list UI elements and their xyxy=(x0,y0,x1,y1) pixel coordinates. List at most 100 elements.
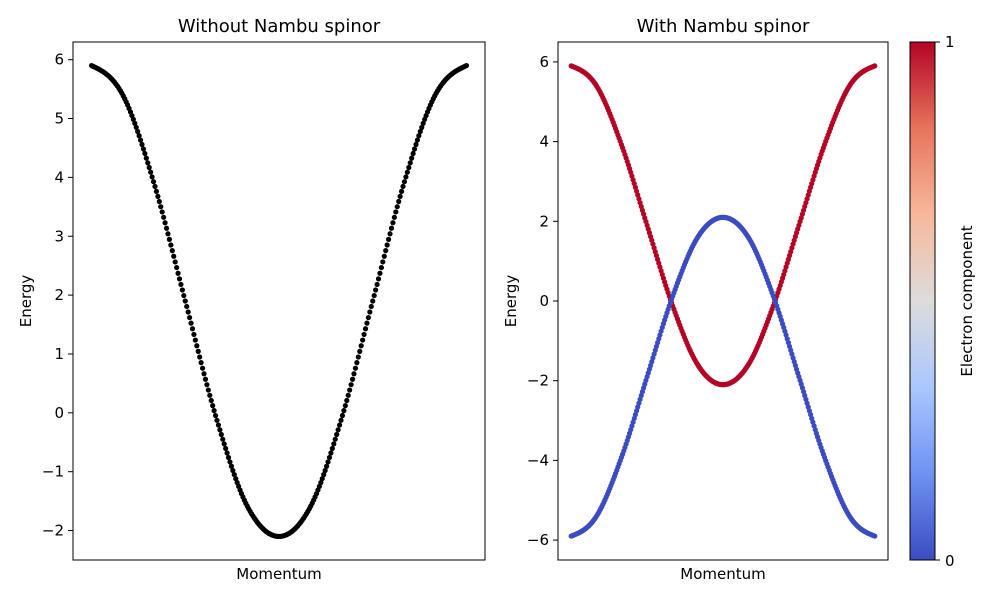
data-point xyxy=(146,164,152,171)
data-point xyxy=(374,281,380,288)
data-point xyxy=(205,387,211,393)
data-point xyxy=(325,459,331,465)
data-point xyxy=(394,204,400,210)
y-tick-label: 4 xyxy=(54,168,64,186)
data-point xyxy=(184,303,190,310)
data-point xyxy=(181,292,187,299)
data-point xyxy=(133,124,139,130)
right-plot-frame xyxy=(557,41,889,561)
data-point xyxy=(397,193,403,199)
data-point xyxy=(360,337,366,343)
data-point xyxy=(391,214,397,220)
colorbar: 1 0 Electron component xyxy=(909,33,976,570)
data-point xyxy=(347,387,353,393)
data-point xyxy=(348,382,354,388)
data-point xyxy=(165,231,171,237)
colorbar-tick-label-min: 0 xyxy=(945,552,955,570)
data-point xyxy=(140,146,147,152)
data-point xyxy=(142,150,148,157)
y-tick-label: 3 xyxy=(54,227,64,245)
data-point xyxy=(195,348,201,354)
data-point xyxy=(390,220,396,226)
data-point xyxy=(401,179,408,185)
y-tick-label: −2 xyxy=(42,522,64,540)
data-point xyxy=(370,298,376,304)
y-tick-label: −1 xyxy=(42,463,64,481)
data-point xyxy=(166,236,173,242)
y-tick-label: 5 xyxy=(54,110,64,128)
data-point xyxy=(319,476,325,482)
data-point xyxy=(355,354,361,360)
data-point xyxy=(191,331,197,338)
data-point xyxy=(176,276,183,282)
y-tick-label: −4 xyxy=(527,451,549,469)
data-point xyxy=(400,183,406,190)
data-point xyxy=(384,242,390,248)
data-point xyxy=(365,314,371,321)
data-point xyxy=(318,480,324,486)
series-0-points xyxy=(88,62,470,540)
data-point xyxy=(215,422,222,428)
data-point xyxy=(208,397,214,404)
data-point xyxy=(194,343,200,349)
data-point xyxy=(403,174,409,180)
right-chart-title: With Nambu spinor xyxy=(637,16,810,37)
data-point xyxy=(233,476,239,482)
y-tick-label: −2 xyxy=(527,372,549,390)
data-point xyxy=(228,463,235,469)
data-point xyxy=(406,164,412,171)
data-point xyxy=(139,141,145,148)
data-point xyxy=(371,292,377,299)
data-point xyxy=(380,259,386,265)
data-point xyxy=(189,326,196,332)
data-point xyxy=(188,320,194,326)
data-point xyxy=(342,403,348,409)
data-point xyxy=(153,188,160,194)
data-point xyxy=(172,259,178,265)
data-point xyxy=(202,376,209,382)
data-point xyxy=(185,309,191,315)
data-point xyxy=(393,209,399,215)
data-point xyxy=(187,314,193,321)
data-point xyxy=(197,354,203,360)
data-point xyxy=(361,331,367,338)
data-point xyxy=(872,63,878,69)
data-point xyxy=(221,441,227,447)
data-point xyxy=(159,209,165,215)
colorbar-scale xyxy=(909,41,936,561)
data-point xyxy=(396,198,402,205)
y-tick-label: 0 xyxy=(54,404,64,422)
data-point xyxy=(212,412,219,419)
data-point xyxy=(145,160,151,166)
data-point xyxy=(132,120,138,126)
data-point xyxy=(409,155,415,161)
data-point xyxy=(326,454,333,461)
colorbar-label: Electron component xyxy=(958,225,976,376)
colorbar-tick-label-max: 1 xyxy=(945,33,955,51)
data-point xyxy=(413,141,419,148)
data-point xyxy=(381,253,387,259)
data-point xyxy=(349,376,356,382)
data-point xyxy=(404,169,410,175)
left-data-marks xyxy=(88,62,470,540)
data-point xyxy=(872,533,878,539)
right-x-axis-label: Momentum xyxy=(680,565,765,583)
right-plot-area xyxy=(558,42,888,560)
data-point xyxy=(385,236,392,242)
data-point xyxy=(158,204,164,210)
data-point xyxy=(163,225,170,231)
data-point xyxy=(463,62,470,69)
data-point xyxy=(419,124,425,130)
data-point xyxy=(156,198,162,205)
data-point xyxy=(416,133,422,139)
data-point xyxy=(175,270,181,276)
data-point xyxy=(162,220,168,226)
data-point xyxy=(214,417,220,423)
left-chart-title: Without Nambu spinor xyxy=(178,16,381,37)
data-point xyxy=(211,408,217,414)
left-x-axis-label: Momentum xyxy=(236,565,321,583)
data-point xyxy=(373,287,379,293)
left-y-axis-ticks: −2 −1 0 1 2 3 4 5 6 xyxy=(42,51,73,540)
data-point xyxy=(136,133,142,139)
